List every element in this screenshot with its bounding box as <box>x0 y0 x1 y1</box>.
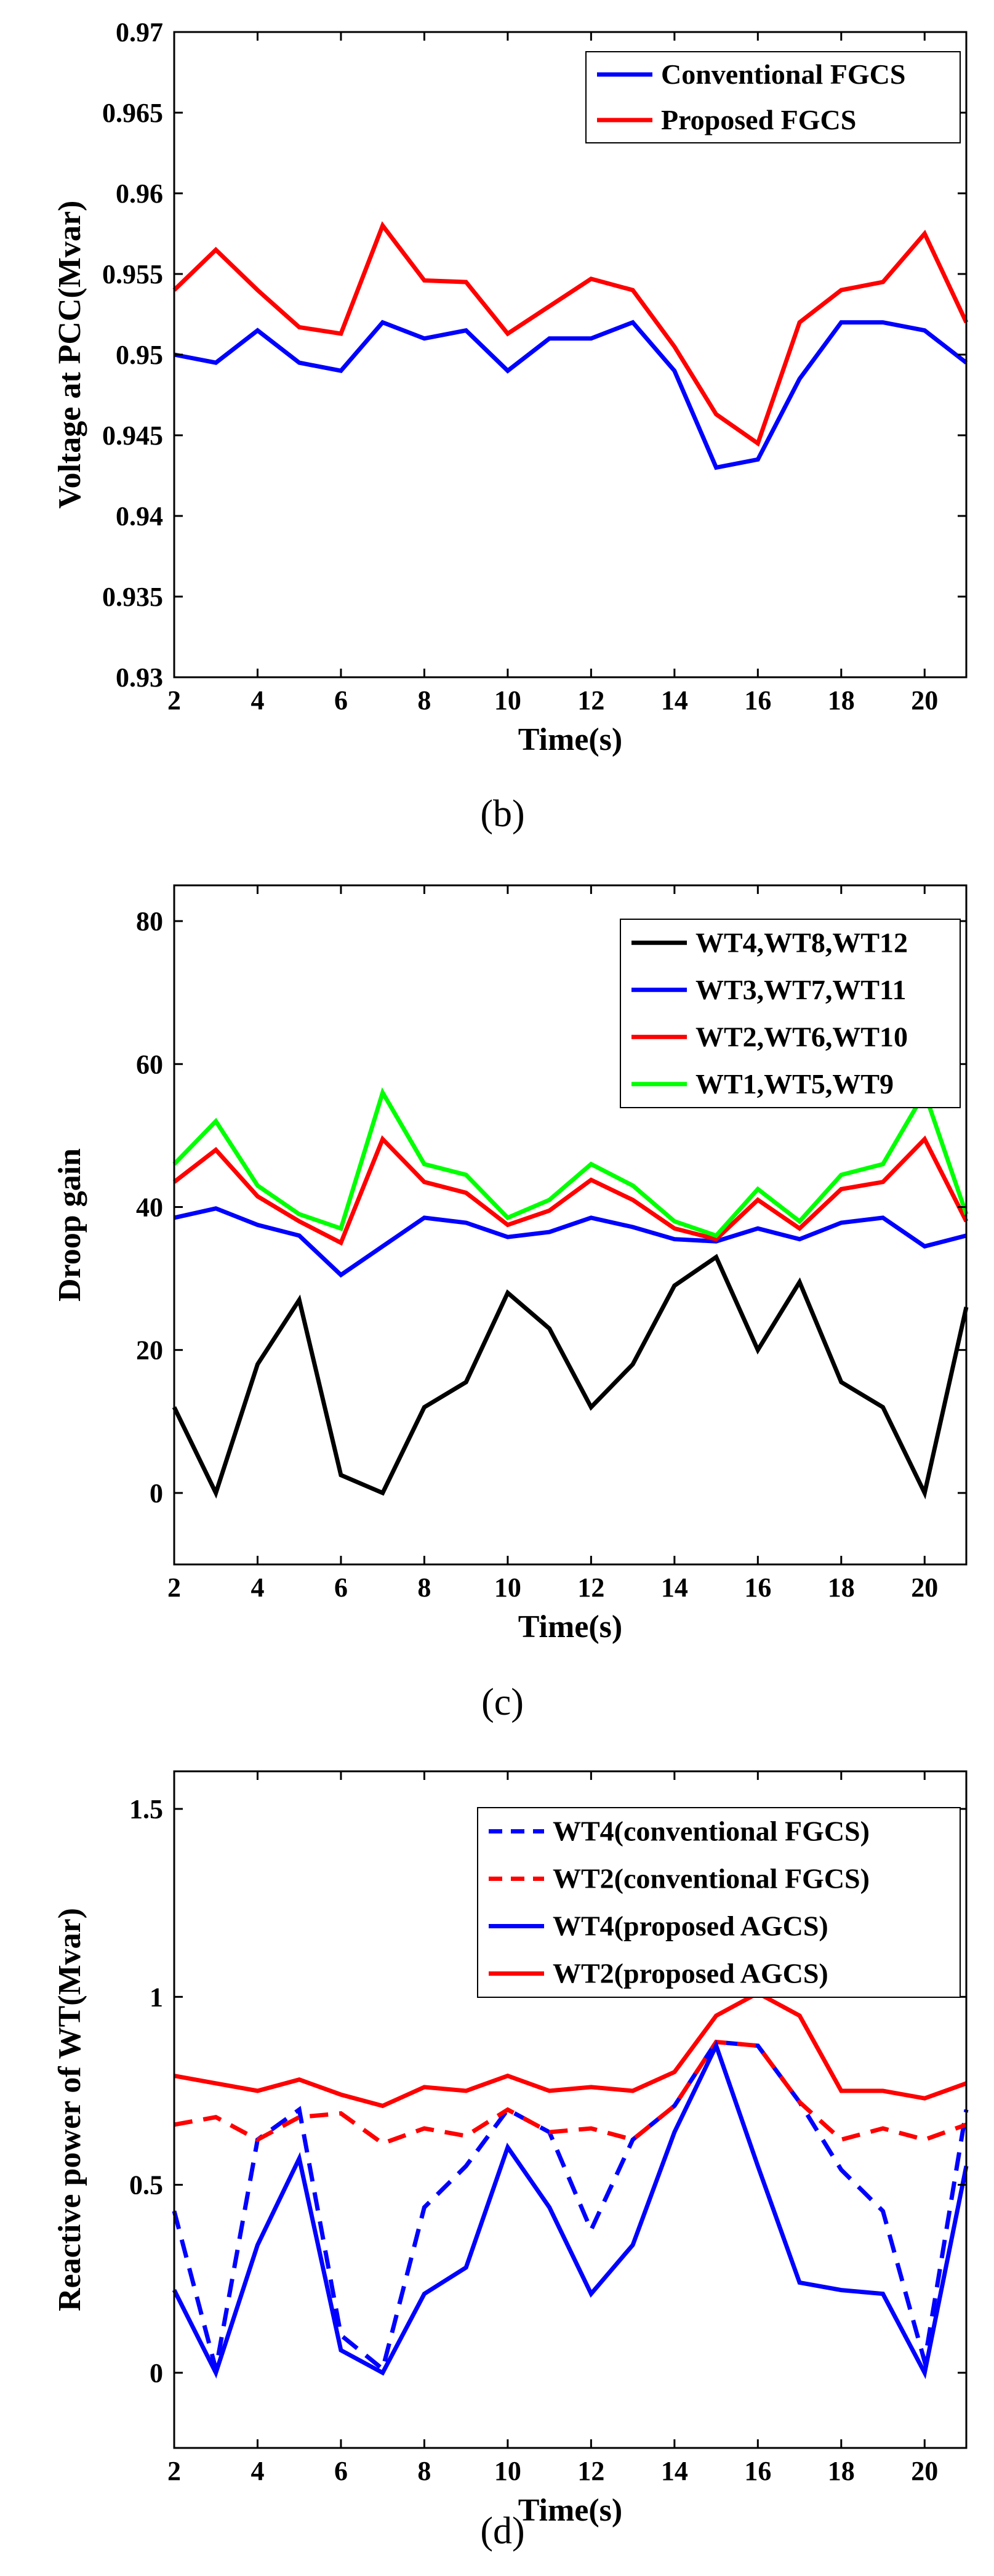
y-tick-label: 20 <box>136 1335 163 1366</box>
y-tick-label: 0.95 <box>116 340 163 370</box>
x-tick-label: 4 <box>251 685 264 715</box>
legend-box <box>620 919 961 1108</box>
x-tick-label: 10 <box>494 1572 521 1603</box>
x-tick-label: 14 <box>661 1572 688 1603</box>
panel-label: (b) <box>480 793 524 835</box>
legend-label: WT3,WT7,WT11 <box>695 974 907 1005</box>
x-tick-label: 16 <box>744 2456 771 2486</box>
legend-label: WT2(proposed AGCS) <box>553 1958 828 1989</box>
panel-label: (c) <box>481 1681 524 1723</box>
y-tick-label: 80 <box>136 906 163 936</box>
series-line-1 <box>172 1254 969 1500</box>
x-tick-label: 8 <box>417 1572 431 1603</box>
y-tick-label: 60 <box>136 1049 163 1079</box>
y-tick-label: 0.5 <box>129 2170 163 2200</box>
x-tick-label: 8 <box>417 685 431 715</box>
x-tick-label: 2 <box>167 1572 181 1603</box>
y-tick-label: 0.965 <box>102 98 163 128</box>
series-line-1 <box>172 2039 969 2379</box>
x-tick-label: 18 <box>828 685 855 715</box>
y-tick-label: 40 <box>136 1192 163 1222</box>
y-tick-label: 0.935 <box>102 582 163 612</box>
x-tick-label: 6 <box>334 1572 348 1603</box>
series-line-4 <box>174 1990 968 2109</box>
series-line-3 <box>172 2040 969 2380</box>
legend-label: WT4(proposed AGCS) <box>553 1910 828 1942</box>
legend-box <box>477 1807 961 1998</box>
y-tick-label: 0.93 <box>116 662 163 693</box>
x-tick-label: 20 <box>911 1572 938 1603</box>
y-tick-label: 0.955 <box>102 259 163 289</box>
x-tick-label: 12 <box>577 685 604 715</box>
y-tick-label: 0 <box>150 1478 163 1508</box>
series-line-2 <box>172 221 969 447</box>
x-tick-label: 18 <box>828 1572 855 1603</box>
x-axis-label: Time(s) <box>518 2493 622 2528</box>
plot-frame <box>173 884 968 1566</box>
y-axis-label: Reactive power of WT(Mvar) <box>52 1908 87 2311</box>
y-tick-label: 0.97 <box>116 17 163 47</box>
x-tick-label: 20 <box>911 685 938 715</box>
x-tick-label: 10 <box>494 685 521 715</box>
chart-panel-2: 2 4 6 8 10 12 14 16 18 20 0 20 40 60 80 Time(s) Droop ga… <box>52 884 969 1723</box>
x-tick-label: 6 <box>334 685 348 715</box>
y-tick-label: 0.945 <box>102 421 163 451</box>
x-tick-label: 6 <box>334 2456 348 2486</box>
panel-label: (d) <box>480 2510 524 2552</box>
chart-panel-3: 2 4 6 8 10 12 14 16 18 20 0 0.5 1 1.5 Time(s) Reactive … <box>52 1770 969 2552</box>
y-tick-label: 1.5 <box>129 1794 163 1824</box>
x-tick-label: 12 <box>577 2456 604 2486</box>
legend-label: Proposed FGCS <box>661 104 856 135</box>
series-line-4 <box>172 1087 969 1238</box>
y-axis-label: Droop gain <box>52 1148 87 1302</box>
plot-frame <box>173 1770 968 2449</box>
series-line-2 <box>174 1206 967 1278</box>
x-tick-label: 20 <box>911 2456 938 2486</box>
y-tick-label: 1 <box>150 1982 163 2012</box>
legend-label: WT2,WT6,WT10 <box>695 1021 908 1052</box>
x-tick-label: 18 <box>828 2456 855 2486</box>
x-tick-label: 4 <box>251 2456 264 2486</box>
x-tick-label: 2 <box>167 2456 181 2486</box>
x-tick-label: 16 <box>744 1572 771 1603</box>
y-tick-label: 0.96 <box>116 179 163 209</box>
series-line-1 <box>174 320 968 470</box>
x-tick-label: 14 <box>661 685 688 715</box>
legend-label: WT4(conventional FGCS) <box>553 1816 870 1847</box>
x-tick-label: 14 <box>661 2456 688 2486</box>
y-axis-label: Voltage at PCC(Mvar) <box>52 201 87 509</box>
x-axis-label: Time(s) <box>518 722 622 757</box>
x-axis-label: Time(s) <box>518 1609 622 1644</box>
x-tick-label: 10 <box>494 2456 521 2486</box>
x-tick-label: 12 <box>577 1572 604 1603</box>
y-tick-label: 0 <box>150 2358 163 2388</box>
legend-label: WT4,WT8,WT12 <box>695 927 908 958</box>
legend-label: WT2(conventional FGCS) <box>553 1863 870 1894</box>
series-line-3 <box>172 1135 969 1246</box>
x-tick-label: 2 <box>167 685 181 715</box>
legend-label: WT1,WT5,WT9 <box>695 1068 894 1100</box>
chart-panel-1: 2 4 6 8 10 12 14 16 18 20 0.93 0.935 0.94 0.945 0.95 0.… <box>52 17 969 835</box>
y-tick-label: 0.94 <box>116 501 163 531</box>
legend-box <box>585 51 961 143</box>
x-tick-label: 8 <box>417 2456 431 2486</box>
x-tick-label: 16 <box>744 685 771 715</box>
x-tick-label: 4 <box>251 1572 264 1603</box>
legend-label: Conventional FGCS <box>661 58 905 90</box>
